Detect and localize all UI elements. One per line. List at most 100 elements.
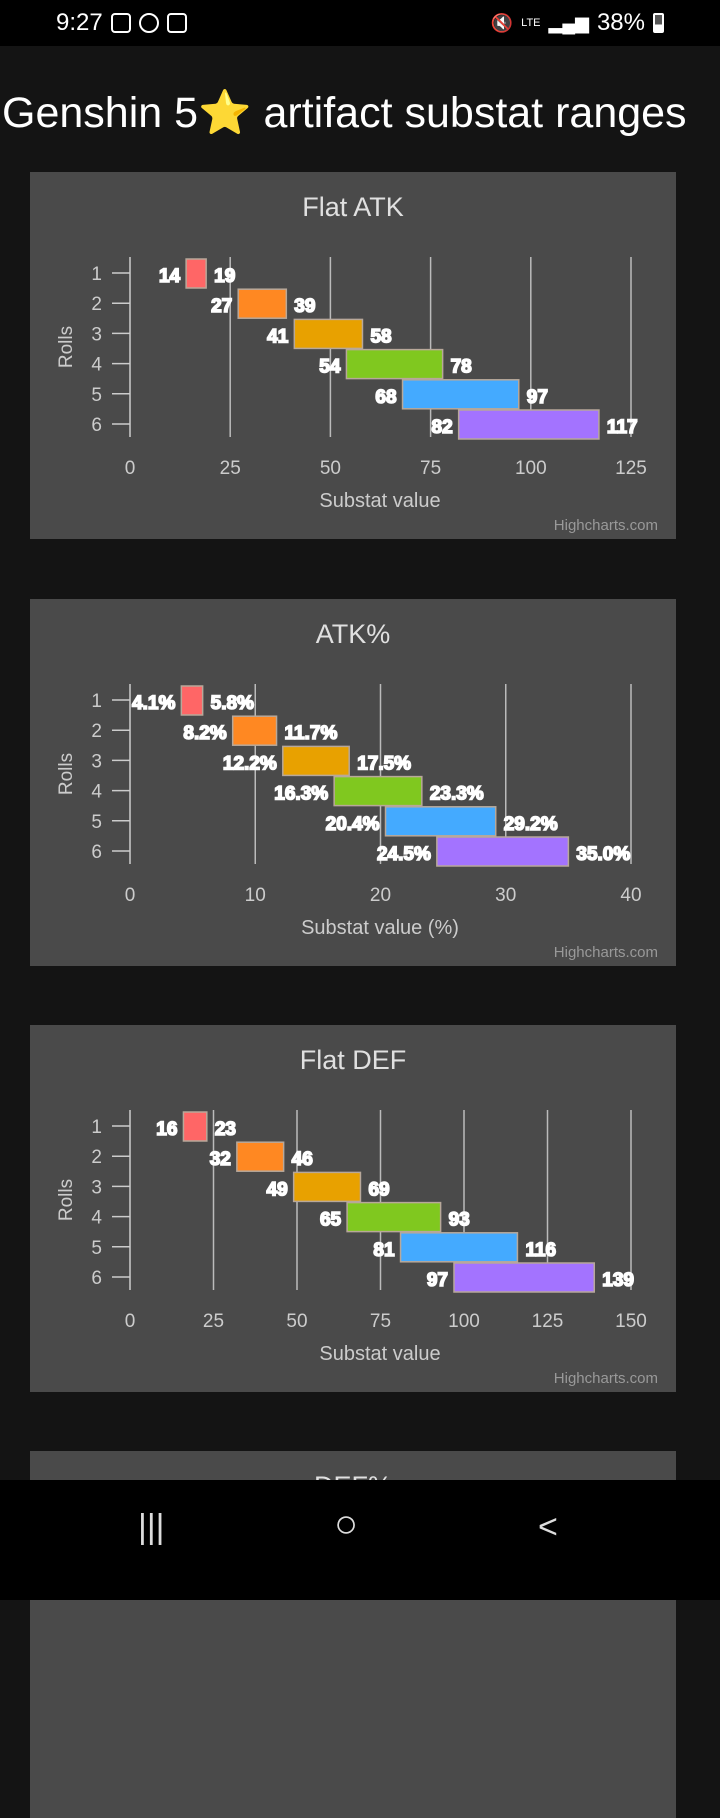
y-tick-label: 6 bbox=[91, 1268, 102, 1289]
mute-icon: 🔇 bbox=[490, 12, 514, 33]
x-axis-title: Substat value bbox=[319, 490, 440, 512]
x-tick-label: 100 bbox=[448, 1311, 480, 1332]
page-title: Genshin 5⭐ artifact substat ranges bbox=[2, 89, 687, 137]
navigation-bar: ||| ○ < bbox=[0, 1480, 720, 1600]
chart-title: ATK% bbox=[316, 619, 391, 649]
data-label-high: 11.7% bbox=[285, 723, 338, 744]
y-axis-title: Rolls bbox=[56, 753, 77, 795]
battery-icon bbox=[653, 13, 664, 33]
range-bar bbox=[453, 1262, 596, 1293]
data-label-low: 20.4% bbox=[326, 814, 380, 835]
x-tick-label: 125 bbox=[532, 1311, 564, 1332]
y-tick-label: 4 bbox=[91, 1208, 102, 1229]
y-tick-label: 1 bbox=[91, 691, 102, 712]
status-bar: 9:27 🔇 LTE ▂▄▆ 38% bbox=[0, 0, 720, 46]
y-tick-label: 6 bbox=[91, 842, 102, 863]
y-tick-label: 1 bbox=[91, 1117, 102, 1138]
data-label-high: 46 bbox=[292, 1149, 313, 1170]
data-label-low: 97 bbox=[427, 1270, 448, 1291]
data-label-high: 117 bbox=[607, 417, 638, 438]
chart-card-flat-atk: Flat ATK 0 25 50 75 100 125 1 14 19 2 27 39 3 41 58 4 54 7… bbox=[30, 172, 676, 539]
signal-icon: ▂▄▆ bbox=[548, 12, 589, 33]
range-bar bbox=[237, 288, 288, 319]
chart-atk-percent: ATK% 0 10 20 30 40 1 4.1% 5.8% 2 8.2% 11.7% 3 12.2% 17… bbox=[56, 619, 658, 961]
range-bar bbox=[384, 806, 497, 837]
x-tick-label: 75 bbox=[420, 458, 441, 479]
chart-card-atk-percent: ATK% 0 10 20 30 40 1 4.1% 5.8% 2 8.2% 11.7% 3 12.2% 17… bbox=[30, 599, 676, 966]
range-bar bbox=[401, 379, 520, 410]
data-label-low: 49 bbox=[267, 1179, 288, 1200]
data-label-high: 58 bbox=[370, 326, 391, 347]
y-tick-label: 3 bbox=[91, 751, 102, 772]
y-tick-label: 1 bbox=[91, 264, 102, 285]
x-tick-label: 100 bbox=[515, 458, 547, 479]
data-label-high: 69 bbox=[368, 1179, 389, 1200]
data-label-high: 97 bbox=[527, 387, 548, 408]
y-tick-label: 5 bbox=[91, 1238, 102, 1259]
y-tick-label: 5 bbox=[91, 385, 102, 406]
data-label-low: 54 bbox=[319, 357, 341, 378]
x-tick-label: 10 bbox=[245, 885, 266, 906]
highcharts-credit: Highcharts.com bbox=[554, 517, 658, 534]
x-tick-label: 40 bbox=[620, 885, 641, 906]
range-bar bbox=[180, 685, 204, 716]
data-label-low: 14 bbox=[159, 266, 181, 287]
data-label-high: 17.5% bbox=[357, 753, 411, 774]
range-bar bbox=[293, 318, 364, 350]
data-label-high: 116 bbox=[525, 1240, 556, 1261]
recents-button[interactable]: ||| bbox=[138, 1508, 165, 1546]
data-label-high: 139 bbox=[602, 1270, 634, 1291]
y-tick-label: 6 bbox=[91, 415, 102, 436]
range-bar bbox=[346, 1201, 442, 1233]
y-axis-title: Rolls bbox=[56, 326, 77, 368]
y-axis-title: Rolls bbox=[56, 1179, 77, 1221]
network-type: LTE bbox=[521, 17, 541, 29]
range-bar bbox=[399, 1232, 519, 1263]
x-axis-title: Substat value (%) bbox=[301, 917, 459, 939]
range-bar bbox=[231, 715, 278, 746]
data-label-low: 81 bbox=[373, 1240, 395, 1261]
clock-app-icon bbox=[166, 13, 187, 33]
data-label-low: 16 bbox=[156, 1119, 177, 1140]
data-label-high: 93 bbox=[449, 1210, 470, 1231]
clock: 9:27 bbox=[56, 9, 103, 36]
x-tick-label: 0 bbox=[125, 885, 136, 906]
y-tick-label: 5 bbox=[91, 812, 102, 833]
home-button[interactable]: ○ bbox=[334, 1502, 359, 1546]
whatsapp-icon bbox=[138, 13, 159, 33]
data-label-low: 16.3% bbox=[274, 784, 328, 805]
range-bar bbox=[236, 1141, 285, 1172]
range-bar bbox=[292, 1171, 362, 1203]
y-tick-label: 4 bbox=[91, 782, 102, 803]
range-bar bbox=[282, 745, 350, 777]
data-label-high: 23.3% bbox=[430, 784, 484, 805]
data-label-high: 23 bbox=[215, 1119, 236, 1140]
chart-flat-atk: Flat ATK 0 25 50 75 100 125 1 14 19 2 27 39 3 41 58 4 54 7… bbox=[56, 192, 658, 534]
back-button[interactable]: < bbox=[538, 1508, 558, 1546]
x-tick-label: 75 bbox=[370, 1311, 391, 1332]
range-bar bbox=[182, 1111, 208, 1142]
x-tick-label: 150 bbox=[615, 1311, 647, 1332]
highcharts-credit: Highcharts.com bbox=[554, 1370, 658, 1387]
chart-card-flat-def: Flat DEF 0 25 50 75 100 125 150 1 16 23 2 32 46 3 49 69 4… bbox=[30, 1025, 676, 1392]
y-tick-label: 3 bbox=[91, 324, 102, 345]
data-label-high: 29.2% bbox=[504, 814, 558, 835]
chart-title: Flat DEF bbox=[300, 1045, 407, 1075]
data-label-high: 19 bbox=[214, 266, 235, 287]
x-tick-label: 50 bbox=[320, 458, 341, 479]
y-tick-label: 2 bbox=[91, 721, 102, 742]
battery-percent: 38% bbox=[596, 9, 645, 36]
range-bar bbox=[345, 348, 444, 380]
chart-title: Flat ATK bbox=[302, 192, 404, 222]
x-tick-label: 0 bbox=[125, 458, 136, 479]
range-bar bbox=[436, 836, 570, 867]
x-axis-title: Substat value bbox=[319, 1343, 440, 1365]
data-label-high: 78 bbox=[451, 357, 472, 378]
data-label-low: 32 bbox=[210, 1149, 231, 1170]
data-label-high: 39 bbox=[294, 296, 315, 317]
range-bar bbox=[457, 409, 600, 440]
y-tick-label: 2 bbox=[91, 294, 102, 315]
highcharts-credit: Highcharts.com bbox=[554, 944, 658, 961]
data-label-low: 65 bbox=[320, 1210, 342, 1231]
